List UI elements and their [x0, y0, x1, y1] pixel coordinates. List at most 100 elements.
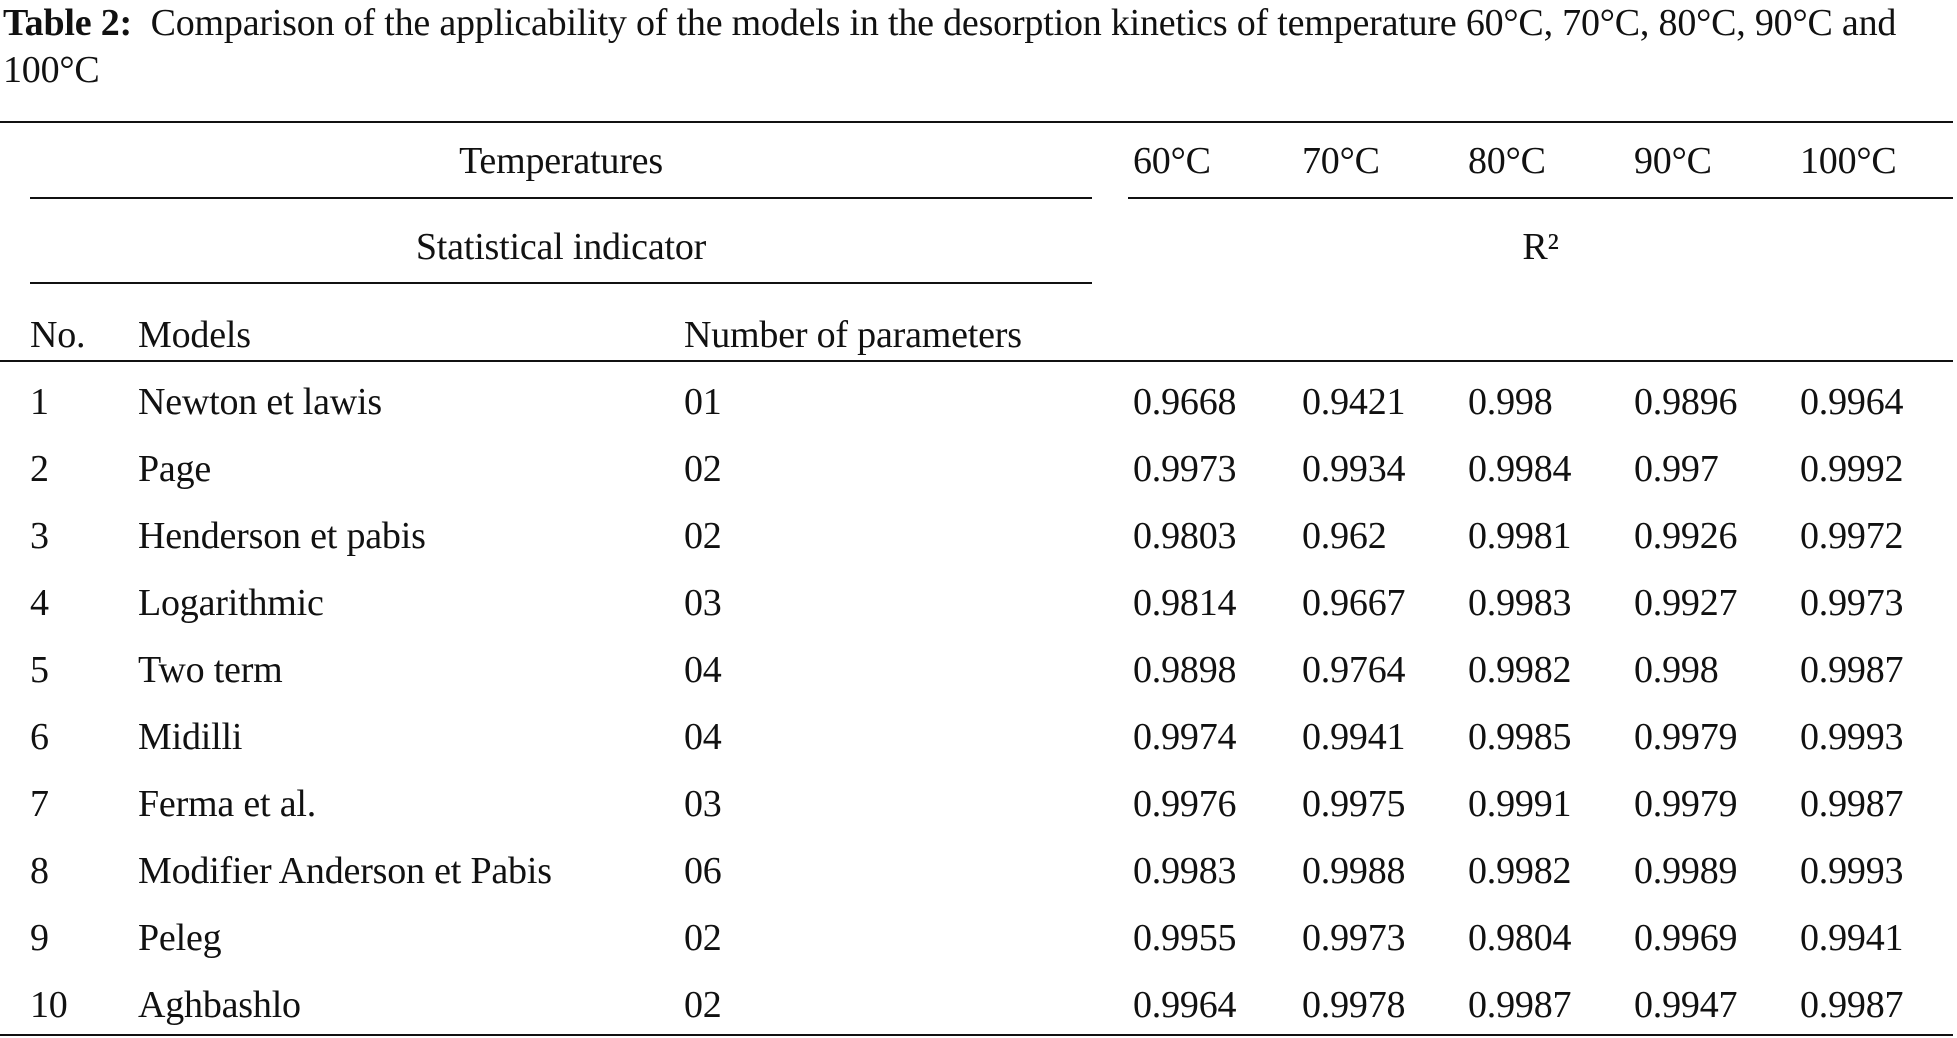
- row-number: 8: [30, 850, 49, 892]
- column-header-models: Models: [138, 314, 251, 356]
- r2-value: 0.9667: [1302, 582, 1406, 624]
- parameter-count: 06: [684, 850, 722, 892]
- r2-value: 0.9988: [1302, 850, 1406, 892]
- r2-value: 0.9934: [1302, 448, 1406, 490]
- caption-text: Comparison of the applicability of the m…: [3, 2, 1897, 91]
- r2-value: 0.9985: [1468, 716, 1572, 758]
- table-caption: Table 2: Comparison of the applicability…: [3, 0, 1953, 94]
- r2-value: 0.9989: [1634, 850, 1738, 892]
- r2-value: 0.9993: [1800, 850, 1904, 892]
- parameter-count: 04: [684, 716, 722, 758]
- r2-value: 0.9969: [1634, 917, 1738, 959]
- temperatures-left-rule: [30, 197, 1092, 199]
- model-name: Two term: [138, 649, 283, 691]
- table-label: Table 2:: [3, 2, 132, 44]
- r2-value: 0.9978: [1302, 984, 1406, 1026]
- r2-value: 0.9973: [1302, 917, 1406, 959]
- r2-value: 0.9964: [1133, 984, 1237, 1026]
- r2-value: 0.9964: [1800, 381, 1904, 423]
- row-number: 2: [30, 448, 49, 490]
- r2-value: 0.9896: [1634, 381, 1738, 423]
- r2-value: 0.9983: [1133, 850, 1237, 892]
- r2-value: 0.9926: [1634, 515, 1738, 557]
- model-name: Aghbashlo: [138, 984, 301, 1026]
- r2-value: 0.9992: [1800, 448, 1904, 490]
- parameter-count: 02: [684, 515, 722, 557]
- r2-value: 0.9955: [1133, 917, 1237, 959]
- header-bottom-rule: [0, 360, 1953, 362]
- row-number: 5: [30, 649, 49, 691]
- r2-value: 0.962: [1302, 515, 1387, 557]
- r2-value: 0.9803: [1133, 515, 1237, 557]
- statistical-indicator-label: Statistical indicator: [415, 226, 707, 268]
- r2-value: 0.9983: [1468, 582, 1572, 624]
- r2-value: 0.9973: [1800, 582, 1904, 624]
- row-number: 6: [30, 716, 49, 758]
- parameter-count: 04: [684, 649, 722, 691]
- model-name: Midilli: [138, 716, 243, 758]
- r2-value: 0.9984: [1468, 448, 1572, 490]
- r2-value: 0.9979: [1634, 716, 1738, 758]
- r2-value: 0.9987: [1468, 984, 1572, 1026]
- model-name: Page: [138, 448, 212, 490]
- model-name: Newton et lawis: [138, 381, 382, 423]
- r2-value: 0.9972: [1800, 515, 1904, 557]
- r2-value: 0.9976: [1133, 783, 1237, 825]
- parameter-count: 03: [684, 783, 722, 825]
- r2-value: 0.9668: [1133, 381, 1237, 423]
- temp-col-1: 60°C: [1133, 140, 1211, 182]
- temperatures-right-rule: [1128, 197, 1953, 199]
- temp-col-3: 80°C: [1468, 140, 1546, 182]
- parameter-count: 03: [684, 582, 722, 624]
- r2-value: 0.9987: [1800, 783, 1904, 825]
- r2-value: 0.998: [1468, 381, 1553, 423]
- r2-value: 0.998: [1634, 649, 1719, 691]
- temperatures-label: Temperatures: [459, 140, 663, 182]
- model-name: Peleg: [138, 917, 222, 959]
- row-number: 7: [30, 783, 49, 825]
- r-squared-label: R²: [1522, 226, 1559, 268]
- r2-value: 0.9927: [1634, 582, 1738, 624]
- r2-value: 0.9764: [1302, 649, 1406, 691]
- temp-col-5: 100°C: [1800, 140, 1897, 182]
- r2-value: 0.9987: [1800, 984, 1904, 1026]
- row-number: 10: [30, 984, 68, 1026]
- r2-value: 0.9898: [1133, 649, 1237, 691]
- row-number: 9: [30, 917, 49, 959]
- parameter-count: 02: [684, 917, 722, 959]
- temp-col-4: 90°C: [1634, 140, 1712, 182]
- r2-value: 0.9981: [1468, 515, 1572, 557]
- r2-value: 0.9979: [1634, 783, 1738, 825]
- r2-value: 0.9973: [1133, 448, 1237, 490]
- r2-value: 0.9941: [1302, 716, 1406, 758]
- statistical-indicator-rule: [30, 282, 1092, 284]
- r2-value: 0.9982: [1468, 850, 1572, 892]
- row-number: 4: [30, 582, 49, 624]
- r2-value: 0.9993: [1800, 716, 1904, 758]
- model-name: Modifier Anderson et Pabis: [138, 850, 552, 892]
- r2-value: 0.9991: [1468, 783, 1572, 825]
- model-name: Ferma et al.: [138, 783, 317, 825]
- temp-col-2: 70°C: [1302, 140, 1380, 182]
- r2-value: 0.9421: [1302, 381, 1406, 423]
- r2-value: 0.997: [1634, 448, 1719, 490]
- r2-value: 0.9974: [1133, 716, 1237, 758]
- column-header-no: No.: [30, 314, 86, 356]
- parameter-count: 01: [684, 381, 722, 423]
- model-name: Logarithmic: [138, 582, 324, 624]
- row-number: 3: [30, 515, 49, 557]
- column-header-parameters: Number of parameters: [684, 314, 1022, 356]
- parameter-count: 02: [684, 448, 722, 490]
- row-number: 1: [30, 381, 49, 423]
- r2-value: 0.9947: [1634, 984, 1738, 1026]
- r2-value: 0.9804: [1468, 917, 1572, 959]
- r2-value: 0.9975: [1302, 783, 1406, 825]
- top-rule: [0, 121, 1953, 123]
- r2-value: 0.9814: [1133, 582, 1237, 624]
- parameter-count: 02: [684, 984, 722, 1026]
- model-name: Henderson et pabis: [138, 515, 426, 557]
- r2-value: 0.9982: [1468, 649, 1572, 691]
- bottom-rule: [0, 1034, 1953, 1036]
- r2-value: 0.9987: [1800, 649, 1904, 691]
- r2-value: 0.9941: [1800, 917, 1904, 959]
